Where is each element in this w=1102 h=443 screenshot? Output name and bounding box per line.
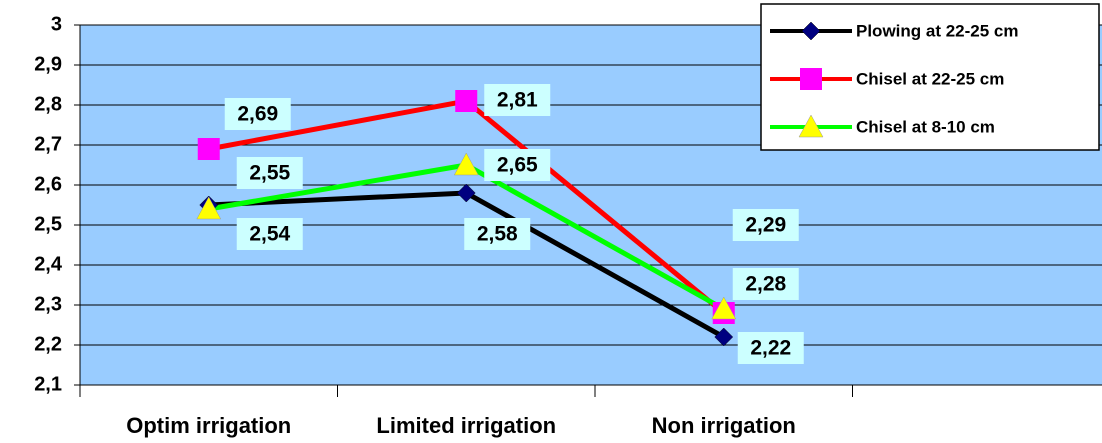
data-label: 2,28 (745, 273, 786, 296)
marker (456, 183, 476, 203)
data-label: 2,22 (750, 337, 791, 360)
data-label-box (236, 157, 303, 189)
y-tick-label: 2,8 (34, 93, 62, 115)
data-label-box (236, 218, 303, 250)
marker (197, 138, 220, 160)
legend-marker (798, 114, 824, 138)
data-label-box (224, 98, 291, 130)
marker (714, 327, 734, 347)
legend-label: Chisel at 8-10 cm (856, 117, 995, 136)
legend-label: Plowing at 22-25 cm (856, 21, 1019, 40)
y-tick-label: 2,1 (34, 373, 62, 395)
data-label-box (732, 209, 799, 241)
data-label-box (484, 84, 551, 116)
y-tick-label: 2,7 (34, 133, 62, 155)
y-tick-label: 2,6 (34, 173, 62, 195)
data-label: 2,29 (745, 214, 786, 237)
data-label: 2,81 (497, 89, 538, 112)
data-label-box (484, 149, 551, 181)
marker (196, 196, 222, 220)
y-tick-label: 3 (51, 13, 62, 35)
data-label: 2,69 (237, 103, 278, 126)
data-label-box (737, 332, 804, 364)
legend-label: Chisel at 22-25 cm (856, 69, 1004, 88)
data-label: 2,65 (497, 154, 538, 177)
data-label: 2,54 (249, 223, 290, 246)
marker (453, 152, 479, 176)
x-tick-label: Optim irrigation (126, 413, 291, 438)
legend-marker (800, 68, 822, 90)
data-label: 2,55 (249, 162, 290, 185)
legend-marker (801, 21, 821, 41)
x-tick-label: Limited irrigation (376, 413, 556, 438)
y-tick-label: 2,2 (34, 333, 62, 355)
y-tick-label: 2,3 (34, 293, 62, 315)
data-label-box (464, 218, 531, 250)
marker (455, 90, 478, 112)
marker (711, 296, 737, 320)
y-tick-label: 2,4 (34, 253, 63, 275)
data-label: 2,58 (477, 223, 518, 246)
y-tick-label: 2,5 (34, 213, 62, 235)
data-label-box (732, 268, 799, 300)
y-tick-label: 2,9 (34, 53, 62, 75)
x-tick-label: Non irrigation (652, 413, 796, 438)
